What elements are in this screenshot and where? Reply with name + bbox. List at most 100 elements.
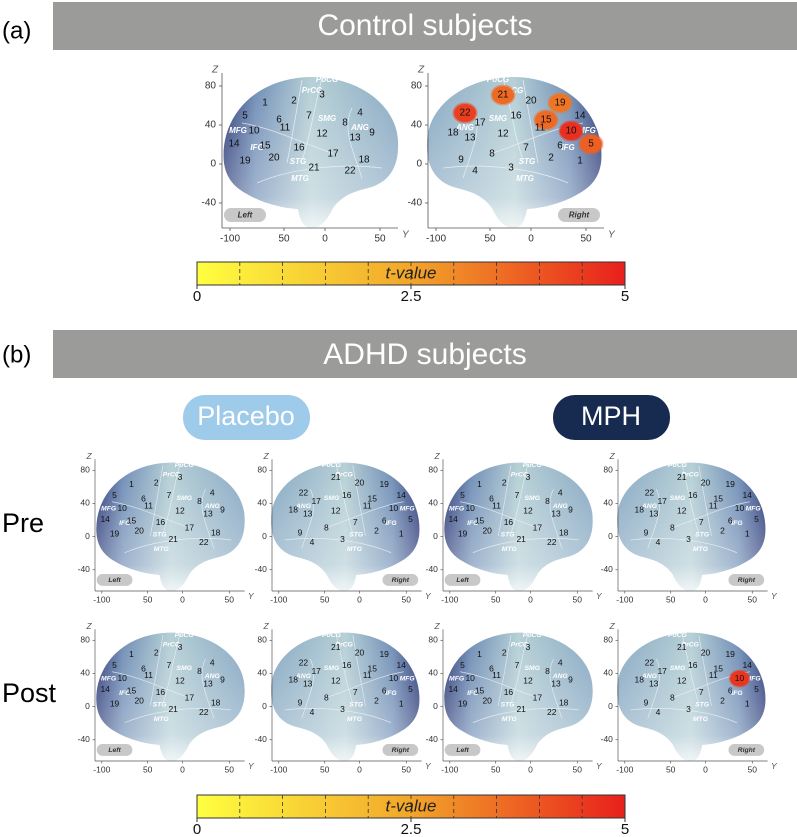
hemisphere-badge [224, 208, 266, 222]
panel-label: (a) [2, 17, 31, 44]
z-tick-label: 40 [603, 498, 613, 508]
channel-number: 10 [465, 503, 475, 513]
channel-number: 15 [127, 516, 137, 526]
channel-number: 20 [134, 526, 144, 536]
channel-number: 20 [701, 647, 711, 657]
y-tick-label: 50 [491, 595, 501, 605]
region-label: STG [501, 702, 516, 709]
hemisphere-badge [382, 744, 419, 756]
brain [444, 462, 593, 591]
channel-number: 10 [735, 503, 745, 513]
region-label: MFG [578, 126, 596, 135]
brain-panel: Z Y 80 40 0 -40 -100 50 0 50 Left PoCG PrCG SMG ANG MFG… [78, 621, 255, 775]
channel-number: 3 [526, 642, 531, 652]
sulcus [327, 501, 404, 528]
region-label: STG [290, 157, 306, 166]
region-label: MTG [347, 546, 363, 553]
z-tick-label: 80 [80, 635, 90, 645]
channel-number: 18 [635, 675, 645, 685]
channel-number: 14 [396, 490, 406, 500]
channel-number: 20 [525, 96, 537, 107]
sulcus [111, 501, 189, 528]
sulcus [162, 633, 181, 704]
region-label: MFG [101, 675, 117, 682]
channel-number: 11 [709, 670, 718, 680]
z-tick-label: -40 [408, 198, 423, 209]
channel-number: 14 [100, 514, 110, 524]
brain-panel: Z Y 80 40 0 -40 -100 50 0 50 Right PoCG PrCG SMG ANG MF… [601, 451, 778, 605]
region-label: MTG [291, 174, 309, 183]
banner-title: ADHD subjects [323, 338, 526, 371]
channel-number: 7 [699, 687, 704, 697]
channel-number: 17 [185, 692, 195, 702]
channel-number: 5 [754, 514, 759, 524]
channel-number: 13 [203, 679, 213, 689]
y-tick-label: 50 [573, 765, 583, 775]
region-label: IFG [731, 690, 743, 697]
sulcus [327, 671, 404, 698]
axis-label: Y [248, 761, 255, 771]
region-label: PoCG [175, 632, 195, 639]
sulcus [201, 488, 215, 549]
colorbar-tick-label: 2.5 [401, 288, 422, 305]
channel-number: 14 [448, 684, 458, 694]
region-label: IFG [731, 520, 743, 527]
channel-number: 19 [110, 698, 120, 708]
channel-number: 18 [289, 505, 299, 515]
channel-number: 14 [228, 139, 240, 150]
channel-number: 21 [677, 472, 687, 482]
sulcus [630, 538, 738, 554]
channel-number: 15 [259, 141, 271, 152]
hemisphere-badge [96, 574, 133, 586]
sulcus [630, 708, 738, 724]
y-tick-label: 50 [143, 595, 153, 605]
region-label: MTG [693, 716, 709, 723]
region-label: MTG [502, 546, 518, 553]
channel-number: 9 [568, 675, 573, 685]
brain-panel: Z Y 80 40 0 -40 -100 50 0 50 Right PoCG PrCG SMG ANG MF… [601, 621, 778, 775]
y-tick-label: 0 [703, 595, 708, 605]
brain [271, 632, 420, 761]
sulcus [286, 79, 303, 164]
z-tick-label: 80 [205, 81, 217, 92]
y-tick-label: -100 [616, 765, 633, 775]
channel-number: 11 [363, 670, 372, 680]
channel-number: 3 [178, 642, 183, 652]
region-label: PrCG [682, 471, 700, 478]
y-tick-label: 50 [666, 595, 676, 605]
z-tick-label: 0 [433, 701, 438, 711]
channel-number: 12 [523, 505, 533, 515]
condition-pill [183, 395, 310, 440]
hemisphere-label: Right [392, 747, 410, 754]
hemisphere-badge [96, 744, 133, 756]
channel-number: 10 [248, 126, 260, 137]
region-label: PrCG [511, 641, 529, 648]
axis-label: Z [434, 451, 441, 461]
channel-number: 6 [276, 115, 282, 126]
y-tick-label: 50 [573, 595, 583, 605]
channel-number: 15 [475, 686, 485, 696]
region-label: SMG [525, 665, 541, 672]
channel-number: 9 [220, 505, 225, 515]
channel-number: 9 [220, 675, 225, 685]
sulcus [256, 165, 383, 184]
channel-number: 20 [355, 477, 365, 487]
channel-number: 7 [167, 660, 172, 670]
region-label: IFG [385, 520, 397, 527]
z-tick-label: 80 [411, 81, 423, 92]
region-label: MTG [347, 716, 363, 723]
sulcus [301, 77, 323, 161]
channel-number: 13 [303, 679, 313, 689]
hemisphere-badge [558, 208, 600, 222]
y-tick-label: -100 [426, 234, 446, 245]
channel-number: 14 [448, 514, 458, 524]
channel-number: 13 [551, 509, 561, 519]
channel-number: 14 [742, 490, 752, 500]
channel-number: 19 [379, 479, 389, 489]
channel-number: 20 [482, 526, 492, 536]
brain-shading [617, 632, 766, 761]
channel-number: 10 [389, 503, 399, 513]
channel-number: 7 [167, 490, 172, 500]
sulcus [301, 488, 315, 549]
